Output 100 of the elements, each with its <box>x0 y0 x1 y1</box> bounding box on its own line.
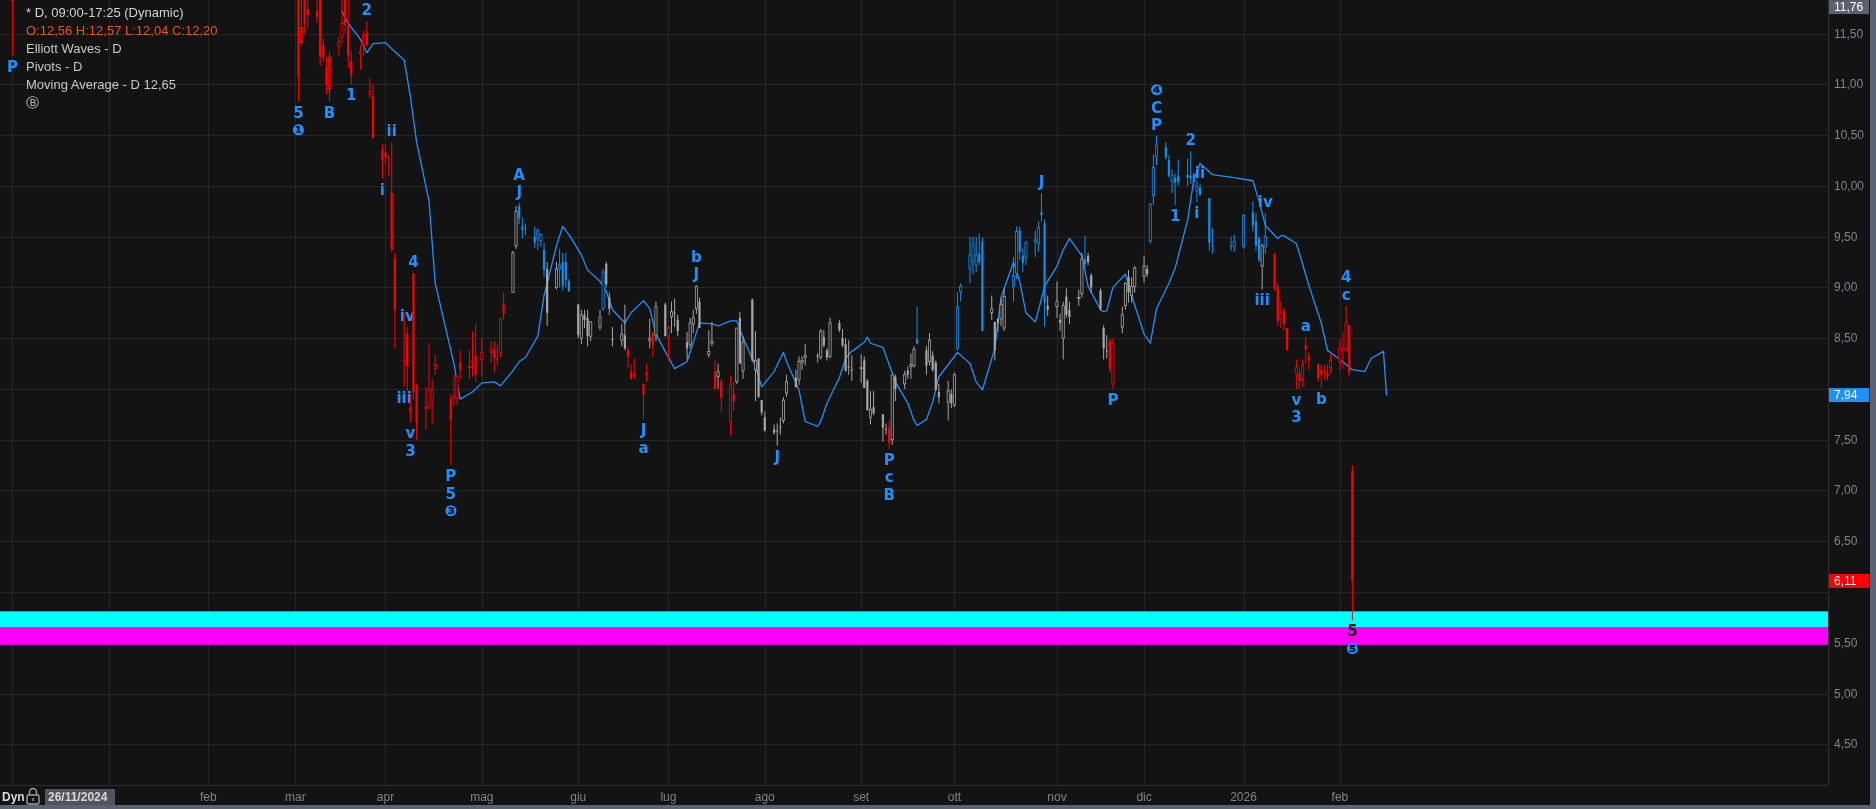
y-tick-label: 5,00 <box>1834 686 1858 701</box>
annotation: 5 <box>293 103 304 122</box>
candlestick <box>1099 287 1102 312</box>
candlestick <box>645 363 649 383</box>
candlestick <box>558 248 562 288</box>
y-tick-label: 7,94 <box>1834 388 1858 403</box>
candlestick <box>564 252 567 288</box>
annotation: c <box>884 468 894 487</box>
annotation: i <box>1194 204 1200 223</box>
annotation: Ⓑ <box>26 94 39 110</box>
candlestick <box>11 0 14 57</box>
candlestick <box>1036 220 1040 253</box>
annotation: P <box>1107 390 1119 409</box>
annotation: J <box>773 447 781 466</box>
annotation: P <box>6 57 18 76</box>
x-tick-label: lug <box>660 790 677 804</box>
x-tick-label: mag <box>470 790 494 804</box>
candlestick <box>471 330 474 378</box>
annotation: ❸ <box>444 502 458 521</box>
x-tick-label: feb <box>199 790 217 804</box>
candlestick <box>946 380 950 421</box>
x-tick-label: set <box>853 790 870 804</box>
annotation: 5 <box>445 484 456 503</box>
y-tick-label: 5,50 <box>1834 635 1858 650</box>
candlestick <box>716 363 720 390</box>
candlestick <box>642 383 645 420</box>
annotation: P <box>883 450 895 469</box>
candlestick <box>785 374 789 398</box>
y-tick-label: 4,50 <box>1834 737 1858 752</box>
annotation: 2 <box>1185 131 1196 150</box>
annotation: Pivots - D <box>26 58 83 74</box>
x-tick-label: giu <box>570 790 587 804</box>
annotation: 3 <box>1291 408 1302 427</box>
annotation: b <box>1315 389 1327 408</box>
annotation: 3 <box>405 441 416 460</box>
annotation: J <box>515 183 522 202</box>
annotation: A <box>513 165 526 184</box>
annotation: B <box>883 485 895 504</box>
candlestick <box>474 323 477 383</box>
annotation: ii <box>1194 163 1206 182</box>
candlestick <box>533 225 536 249</box>
annotation: P <box>445 467 457 486</box>
candlestick <box>480 337 484 378</box>
text: 26/11/2024 <box>48 790 108 804</box>
annotation: J <box>692 265 700 284</box>
candlestick <box>611 326 614 347</box>
x-tick-label: 2026 <box>1230 790 1258 804</box>
candlestick <box>1174 173 1177 206</box>
candlestick <box>1317 363 1320 383</box>
candlestick <box>974 236 978 273</box>
candlestick <box>797 355 801 386</box>
annotation: 5 <box>1347 622 1358 641</box>
annotation: ii <box>386 122 397 141</box>
annotation: iv <box>1257 193 1273 212</box>
x-tick-label: apr <box>376 790 395 804</box>
annotation: C <box>1150 98 1162 117</box>
candlestick <box>673 298 676 328</box>
candlestick <box>990 295 994 321</box>
annotation: J <box>639 421 647 440</box>
x-tick-label: nov <box>1047 790 1067 804</box>
annotation: a <box>638 438 649 457</box>
candlestick <box>365 20 368 48</box>
annotation: J <box>1037 172 1045 191</box>
candlestick <box>524 222 527 237</box>
candlestick <box>623 304 626 351</box>
y-tick-label: 6,11 <box>1834 573 1857 588</box>
candlestick <box>881 413 885 443</box>
candlestick <box>306 0 309 29</box>
candlestick <box>521 216 524 240</box>
annotation: a <box>1300 317 1311 336</box>
candlestick <box>433 353 437 376</box>
candlestick <box>1320 364 1323 389</box>
y-tick-label: 11,76 <box>1834 0 1864 15</box>
annotation: 4 <box>1340 268 1352 287</box>
candlestick <box>670 301 674 334</box>
candlestick <box>1301 359 1305 388</box>
candlestick <box>850 354 853 382</box>
candlestick <box>1087 252 1090 266</box>
candlestick <box>803 343 807 367</box>
annotation: ❺ <box>1346 639 1359 658</box>
annotation: B <box>323 103 336 122</box>
annotation: 2 <box>361 1 373 20</box>
annotation: v <box>1291 390 1302 409</box>
y-tick-label: 11,00 <box>1834 77 1864 92</box>
candlestick <box>968 236 972 284</box>
annotation: 1 <box>1169 207 1181 226</box>
y-tick-label: 7,00 <box>1834 483 1858 498</box>
annotation: 1 <box>346 86 357 105</box>
x-tick-label: ott <box>947 790 962 804</box>
y-tick-label: 10,50 <box>1834 128 1865 143</box>
y-tick-label: 11,50 <box>1834 26 1864 41</box>
annotation: b <box>691 247 703 266</box>
candlestick <box>381 143 384 180</box>
x-tick-label: dic <box>1136 790 1152 804</box>
x-tick-label: mar <box>285 790 306 804</box>
candlestick <box>1040 192 1043 222</box>
annotation: v <box>405 424 416 443</box>
annotation: c <box>1341 285 1351 304</box>
x-tick-label: ago <box>754 790 776 804</box>
candlestick <box>325 56 328 95</box>
